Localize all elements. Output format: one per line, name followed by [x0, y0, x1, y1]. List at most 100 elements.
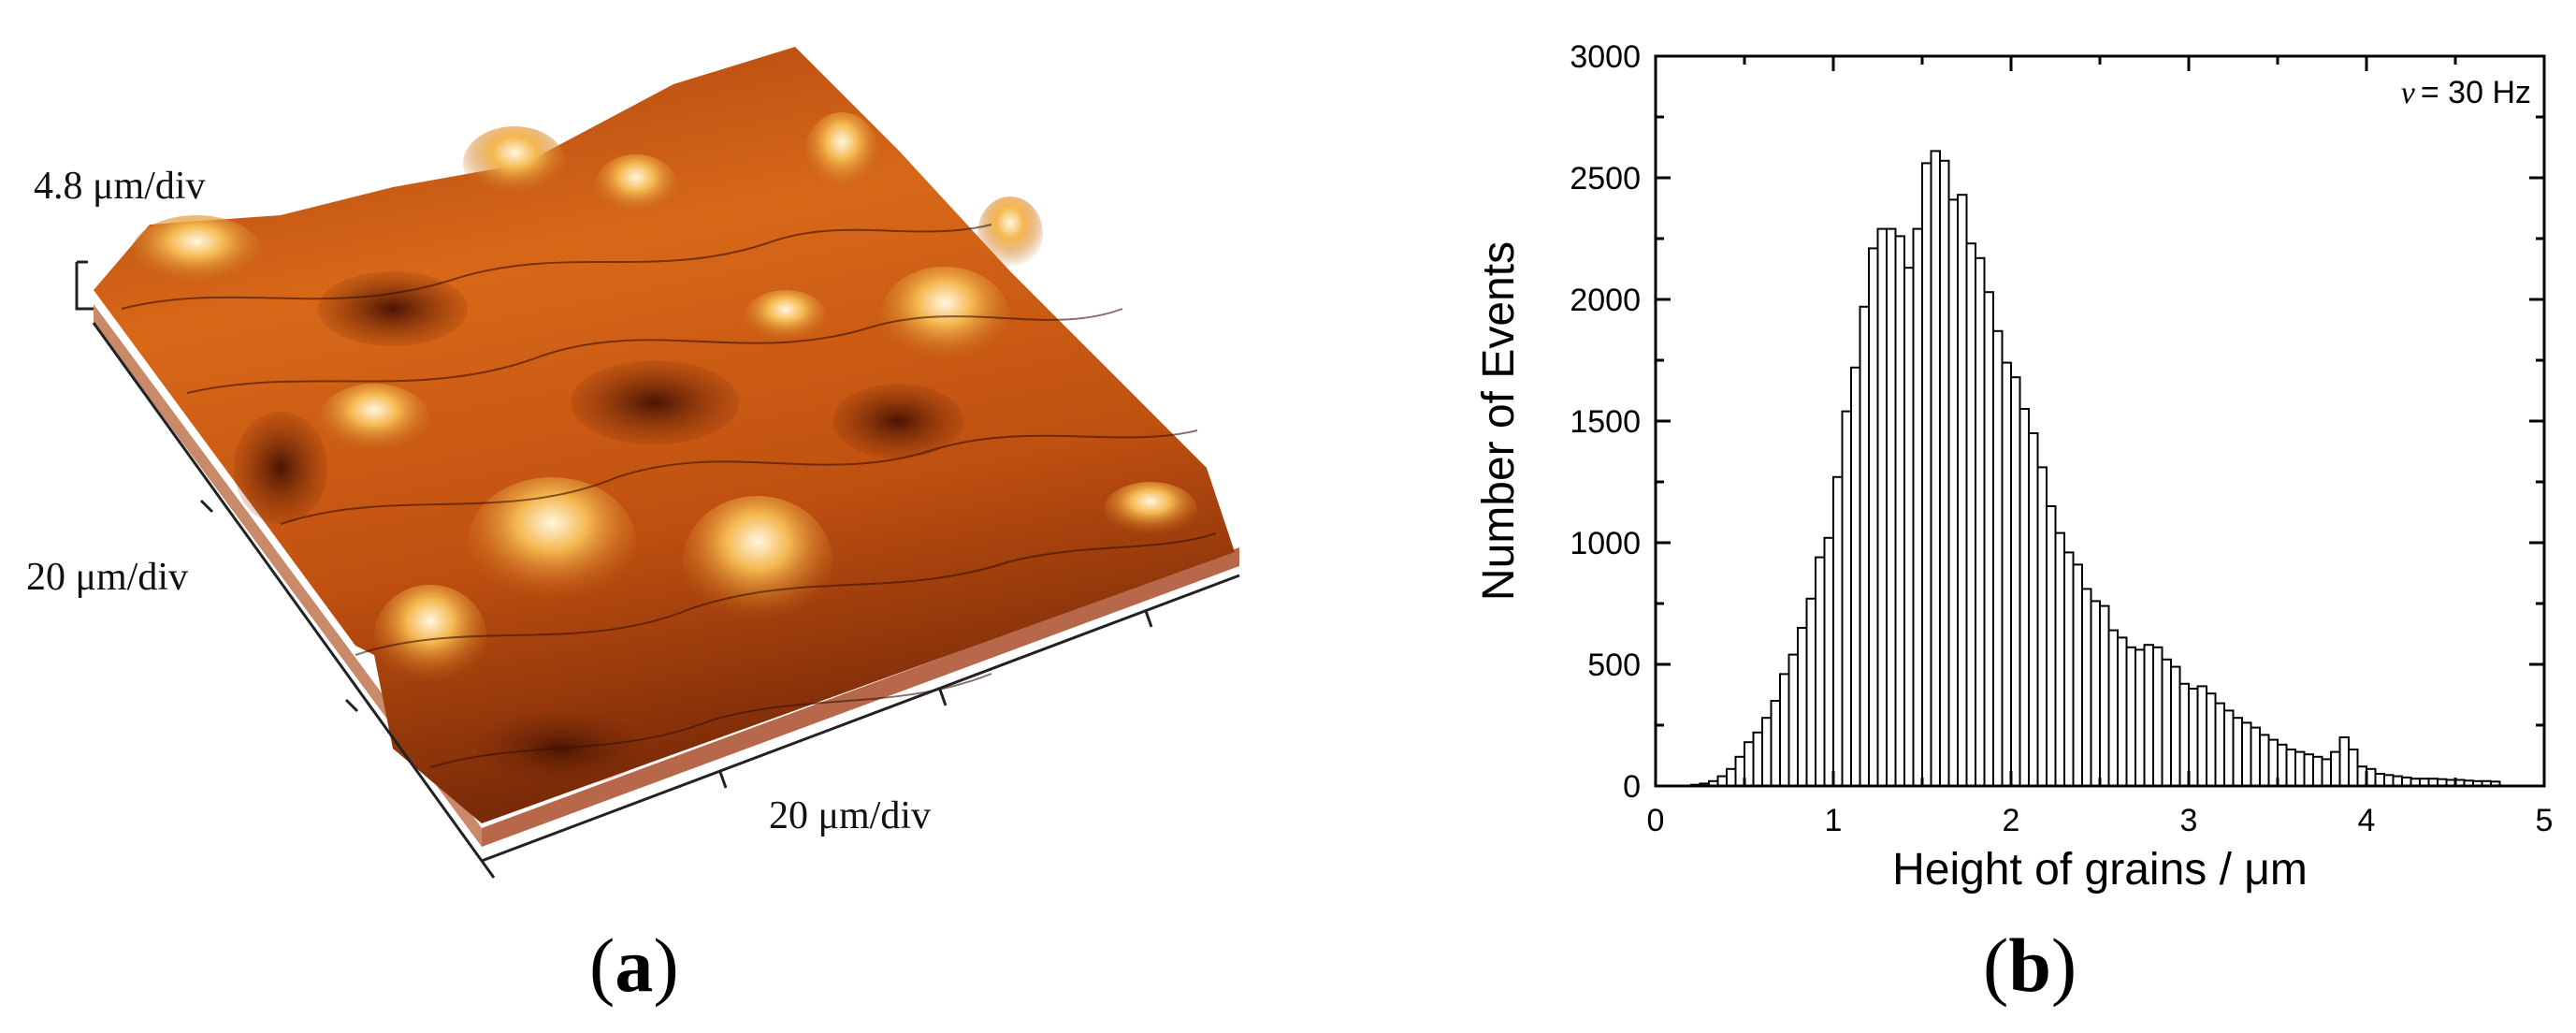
- afm-surface-image: 4.8 μm/div 20 μm/div 20 μm/div: [26, 47, 1240, 879]
- histogram-bars: [1690, 150, 2501, 788]
- y-tick-label: 500: [1587, 647, 1641, 683]
- histogram-bar: [2063, 551, 2075, 788]
- histogram-bar: [2241, 721, 2252, 788]
- histogram-bar: [1868, 247, 1879, 787]
- z-scale-label: 4.8 μm/div: [34, 165, 206, 208]
- panel-b-label: (b): [1983, 922, 2077, 1010]
- histogram-bar: [1752, 731, 1763, 787]
- histogram-bar: [1992, 329, 2004, 787]
- histogram-bar: [1903, 267, 1915, 787]
- histogram-bar: [1832, 475, 1844, 787]
- histogram-bar: [1859, 305, 1870, 787]
- histogram-bar: [2001, 361, 2012, 787]
- x-tick-label: 2: [2003, 803, 2020, 838]
- histogram-bar: [2072, 563, 2083, 788]
- surface-base-left-side: [94, 304, 482, 847]
- y-tick-label: 2500: [1570, 161, 1641, 196]
- y-axis-label: Number of Events: [1474, 241, 1524, 601]
- x-axis-label: Height of grains / μm: [1892, 845, 2308, 895]
- histogram-bar: [1716, 775, 1728, 787]
- histogram-bar: [2081, 588, 2092, 788]
- x-tick-label: 0: [1647, 803, 1665, 838]
- histogram-bar: [2374, 773, 2385, 787]
- histogram-bar: [1912, 227, 1923, 788]
- histogram-bar: [1787, 653, 1799, 787]
- histogram-bar: [1965, 242, 1976, 787]
- histogram-bar: [1975, 256, 1986, 787]
- histogram-bar: [1797, 627, 1808, 787]
- panel-b-label-open: (: [1983, 923, 2009, 1008]
- panel-b-label-letter: b: [2008, 923, 2051, 1008]
- histogram-bar: [1805, 597, 1816, 787]
- histogram-bar: [1850, 366, 1861, 787]
- histogram-bar: [2125, 646, 2136, 787]
- histogram-bar: [2330, 750, 2341, 787]
- histogram-bar: [2107, 629, 2119, 787]
- histogram-bar: [2259, 734, 2270, 788]
- histogram-bar: [2303, 753, 2314, 788]
- histogram-bar: [2250, 726, 2261, 787]
- axis-ticks: [1654, 54, 2546, 788]
- histogram-bar: [1983, 291, 1994, 787]
- histogram-bar: [2099, 604, 2110, 787]
- surface-highlights: [131, 112, 1197, 688]
- histogram-panel: 0 1 2 3 4 5 0 500 1000 1500 2000 2500 3000 Height of…: [1459, 0, 2576, 1033]
- panel-a-label-letter: a: [615, 923, 654, 1008]
- histogram-bar: [2178, 682, 2190, 787]
- histogram-bar: [2312, 755, 2323, 787]
- y-tick-label: 1000: [1570, 526, 1641, 561]
- afm-surface-panel: 4.8 μm/div 20 μm/div 20 μm/div (a): [0, 0, 1272, 1033]
- histogram-bar: [1894, 235, 1905, 787]
- histogram-bar: [2046, 505, 2057, 787]
- y-tick-label: 2000: [1570, 283, 1641, 318]
- histogram-bar: [1957, 194, 1968, 787]
- histogram-bar: [1815, 556, 1826, 787]
- y-tick-label: 3000: [1570, 39, 1641, 75]
- histogram-bar: [2321, 758, 2332, 788]
- histogram-bar: [1947, 198, 1959, 787]
- panel-a-label: (a): [589, 922, 679, 1010]
- frequency-value: = 30 Hz: [2421, 75, 2531, 110]
- panel-b-label-close: ): [2050, 923, 2077, 1008]
- histogram-bar: [2117, 636, 2128, 788]
- histogram-bar: [1886, 227, 1897, 788]
- histogram-bar: [2294, 750, 2306, 787]
- histogram-bar: [2383, 774, 2395, 787]
- histogram-bar: [2170, 665, 2181, 787]
- x-tick-label: 1: [1825, 803, 1843, 838]
- histogram-bar: [2348, 749, 2359, 787]
- histogram-bar: [1726, 767, 1737, 787]
- histogram-bar: [1939, 159, 1950, 788]
- panel-a-label-close: ): [653, 923, 679, 1008]
- y-scale-label: 20 μm/div: [26, 556, 188, 599]
- x-tick-label: 4: [2358, 803, 2376, 838]
- histogram-bar: [2232, 717, 2243, 788]
- histogram-bar: [2143, 644, 2154, 788]
- histogram-bar: [2223, 709, 2235, 788]
- histogram-bar: [2028, 432, 2039, 787]
- histogram-bar: [2054, 531, 2065, 787]
- histogram-bar: [1841, 410, 1852, 787]
- histogram-bar: [2152, 646, 2164, 787]
- histogram-bar: [2036, 466, 2048, 787]
- histogram-bar: [1761, 717, 1773, 788]
- histogram-bar: [2090, 600, 2101, 788]
- histogram-bar: [2206, 692, 2217, 788]
- y-tick-label: 0: [1623, 769, 1641, 805]
- frequency-symbol: ν: [2401, 76, 2416, 110]
- histogram-bar: [2135, 648, 2146, 788]
- surface-base-front-side: [482, 547, 1239, 847]
- histogram-bar: [1770, 700, 1781, 787]
- surface-contour-lines: [121, 224, 1217, 768]
- histogram-bar: [1779, 673, 1790, 788]
- x-tick-label: 3: [2180, 803, 2198, 838]
- x-tick-label: 5: [2536, 803, 2554, 838]
- frequency-annotation: ν = 30 Hz: [2401, 75, 2531, 110]
- histogram-bar: [2019, 408, 2030, 787]
- histogram-bar: [2338, 736, 2350, 787]
- x-scale-label: 20 μm/div: [769, 794, 931, 837]
- histogram-bar: [1823, 536, 1834, 787]
- histogram-bar: [2392, 775, 2403, 787]
- histogram-bar: [2010, 376, 2021, 787]
- histogram-bar: [1876, 227, 1888, 788]
